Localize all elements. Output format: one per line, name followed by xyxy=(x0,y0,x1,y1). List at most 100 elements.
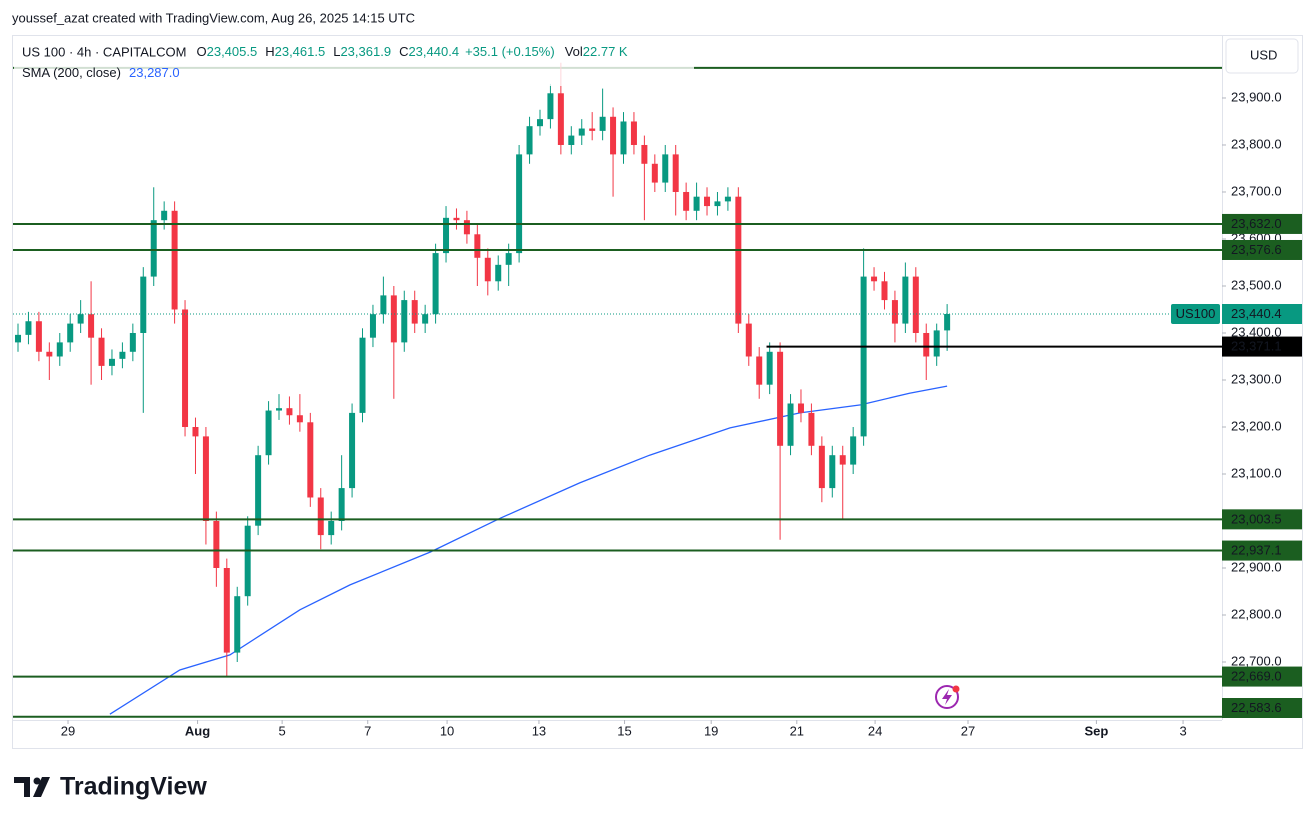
candle-body xyxy=(787,403,794,446)
candle-body xyxy=(495,264,502,282)
legend-bg xyxy=(14,40,694,86)
level-label-box xyxy=(1222,509,1302,530)
candle-body xyxy=(307,422,314,498)
candle-body xyxy=(15,334,22,343)
ohlc-value: 23,361.9 xyxy=(340,44,391,59)
x-tick-label: Sep xyxy=(1084,723,1108,738)
symbol-tag-box xyxy=(1171,304,1220,325)
plot xyxy=(13,62,1222,718)
level-label: 23,003.5 xyxy=(1231,511,1282,526)
candle-body xyxy=(56,342,63,357)
candle-body xyxy=(578,128,585,136)
y-tick-label: 23,800.0 xyxy=(1231,136,1282,151)
candle-body xyxy=(255,455,262,526)
price-axis: 22,700.0 22,800.0 22,900.0 23,100.0 23,200.0… xyxy=(61,89,1302,738)
y-tick-label: 22,700.0 xyxy=(1231,653,1282,668)
y-tick-label: 23,900.0 xyxy=(1231,89,1282,104)
x-tick-label: 15 xyxy=(617,723,631,738)
candle-body xyxy=(891,300,898,324)
level-label-box xyxy=(1222,239,1302,260)
candle-body xyxy=(714,201,721,207)
candle-body xyxy=(401,300,408,343)
candle-body xyxy=(171,210,178,310)
indicator-name: SMA (200, close) xyxy=(22,65,121,80)
level-label-box xyxy=(1222,336,1302,357)
candle-body xyxy=(150,220,157,277)
candle-body xyxy=(119,351,126,359)
level-label: 22,937.1 xyxy=(1231,542,1282,557)
candle-body xyxy=(547,93,554,120)
volume: 22.77 K xyxy=(583,44,628,59)
candle-body xyxy=(777,351,784,446)
candle-body xyxy=(432,253,439,315)
candle-body xyxy=(369,314,376,338)
candle-body xyxy=(902,276,909,324)
candle-body xyxy=(557,93,564,145)
level-label: 22,583.6 xyxy=(1231,700,1282,715)
x-tick-label: 27 xyxy=(961,723,975,738)
symbol-tag: US100 xyxy=(1176,306,1216,321)
y-tick-label: 23,100.0 xyxy=(1231,465,1282,480)
ohlc-value: 23,461.5 xyxy=(275,44,326,59)
candle-body xyxy=(766,351,773,385)
candle-body xyxy=(933,330,940,357)
candle-body xyxy=(77,314,84,324)
candle-body xyxy=(202,436,209,521)
currency[interactable]: USD xyxy=(1250,47,1277,62)
candle-body xyxy=(505,253,512,265)
x-tick-label: 13 xyxy=(532,723,546,738)
candle-body xyxy=(453,217,460,221)
candle-body xyxy=(265,410,272,456)
x-tick-label: 3 xyxy=(1179,723,1186,738)
currency-button[interactable] xyxy=(1225,38,1299,74)
ohlc-key: H xyxy=(265,44,274,59)
candle-body xyxy=(317,497,324,536)
candle-body xyxy=(296,415,303,423)
candle-body xyxy=(98,337,105,366)
logo-mark xyxy=(14,777,50,797)
change: +35.1 (+0.15%) xyxy=(465,44,555,59)
chart-frame xyxy=(12,35,1303,749)
candle-body xyxy=(161,210,168,221)
ohlc-value: 23,440.4 xyxy=(408,44,459,59)
candle-body xyxy=(286,408,293,416)
ohlc-key: L xyxy=(333,44,340,59)
candle-body xyxy=(850,436,857,465)
candle-body xyxy=(797,403,804,413)
candle-body xyxy=(693,196,700,211)
y-tick-label: 23,700.0 xyxy=(1231,183,1282,198)
x-tick-label: 21 xyxy=(790,723,804,738)
candle-body xyxy=(641,144,648,164)
candle-body xyxy=(630,121,637,145)
x-tick-label: 24 xyxy=(868,723,882,738)
candle-body xyxy=(829,455,836,489)
candle-body xyxy=(349,412,356,489)
candle-body xyxy=(422,314,429,324)
ohlc: O23,405.5 H23,461.5 L23,361.9 C23,440.4 +35.… xyxy=(196,44,627,59)
level-label-box xyxy=(1222,540,1302,561)
candle-body xyxy=(839,455,846,465)
candle-body xyxy=(192,426,199,437)
candle-body xyxy=(818,445,825,489)
candle-body xyxy=(672,154,679,192)
y-tick-label: 23,500.0 xyxy=(1231,277,1282,292)
candle-body xyxy=(944,314,951,331)
candle-body xyxy=(213,520,220,568)
x-tick-label: 29 xyxy=(61,723,75,738)
indicator-value: 23,287.0 xyxy=(129,65,180,80)
candle-body xyxy=(620,121,627,155)
candle-body xyxy=(756,356,763,385)
legend: US 100 · 4h · CAPITALCOM SMA (200, close… xyxy=(14,40,694,86)
candle-body xyxy=(474,234,481,258)
symbol: US 100 · 4h · CAPITALCOM xyxy=(22,44,186,59)
y-tick-label: 23,300.0 xyxy=(1231,371,1282,386)
level-label: 23,632.0 xyxy=(1231,216,1282,231)
candle-body xyxy=(463,220,470,235)
level-label: 23,576.6 xyxy=(1231,242,1282,257)
x-tick-label: 19 xyxy=(704,723,718,738)
level-label: 23,371.1 xyxy=(1231,339,1282,354)
candle-body xyxy=(328,520,335,536)
candle-body xyxy=(338,488,345,521)
logo: TradingView xyxy=(60,773,207,801)
